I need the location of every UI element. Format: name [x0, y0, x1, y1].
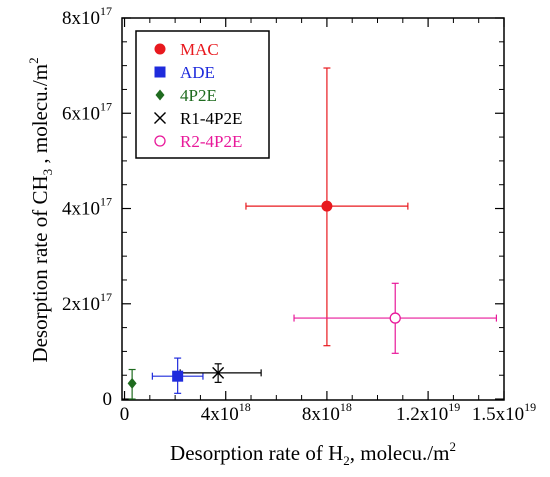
- y-tick-label: 2x1017: [62, 290, 112, 315]
- legend-marker-4p2e: [155, 89, 165, 101]
- y-tick-label: 4x1017: [62, 195, 112, 220]
- legend-label-4p2e: 4P2E: [180, 86, 217, 105]
- point-ade: [172, 370, 184, 382]
- legend-label-r1-4p2e: R1-4P2E: [180, 109, 242, 128]
- point-r2-4p2e: [389, 312, 401, 324]
- legend-marker-r1-4p2e-stroke: [154, 112, 166, 124]
- point-r1-4p2e: [212, 366, 225, 379]
- legend-marker-mac: [154, 43, 166, 55]
- legend-items: MAC ADE 4P2E R1-4P2E R2-4P2E: [154, 40, 242, 151]
- data-points: [127, 200, 401, 389]
- y-tick-label: 0: [103, 389, 113, 410]
- legend-marker-r1-4p2e: [154, 112, 166, 124]
- legend-marker-ade: [154, 66, 166, 78]
- axis-ticks: [122, 17, 505, 400]
- legend-marker-r2-4p2e: [154, 135, 166, 147]
- point-mac: [321, 200, 333, 212]
- x-tick-label: 4x1018: [201, 400, 251, 425]
- axis-tick-labels: 0 4x1018 8x1018 1.2x1019 1.5x1019 0 2x1017 4x10…: [62, 4, 536, 425]
- x-tick-label: 0: [120, 404, 130, 425]
- y-tick-label: 8x1017: [62, 4, 112, 29]
- y-tick-label: 6x1017: [62, 99, 112, 124]
- x-axis-label: Desorption rate of H2, molecu./m2: [170, 439, 456, 468]
- legend-label-ade: ADE: [180, 63, 215, 82]
- point-4p2e: [127, 377, 137, 389]
- x-tick-label: 8x1018: [302, 400, 352, 425]
- x-tick-label: 1.5x1019: [472, 400, 536, 425]
- point-r1-4p2e-stroke: [212, 366, 225, 379]
- legend-label-r2-4p2e: R2-4P2E: [180, 132, 242, 151]
- x-tick-label: 1.2x1019: [396, 400, 460, 425]
- legend: MAC ADE 4P2E R1-4P2E R2-4P2E: [135, 30, 270, 159]
- y-axis-label: Desorption rate of CH3 , molecu./m2: [26, 57, 55, 362]
- legend-label-mac: MAC: [180, 40, 219, 59]
